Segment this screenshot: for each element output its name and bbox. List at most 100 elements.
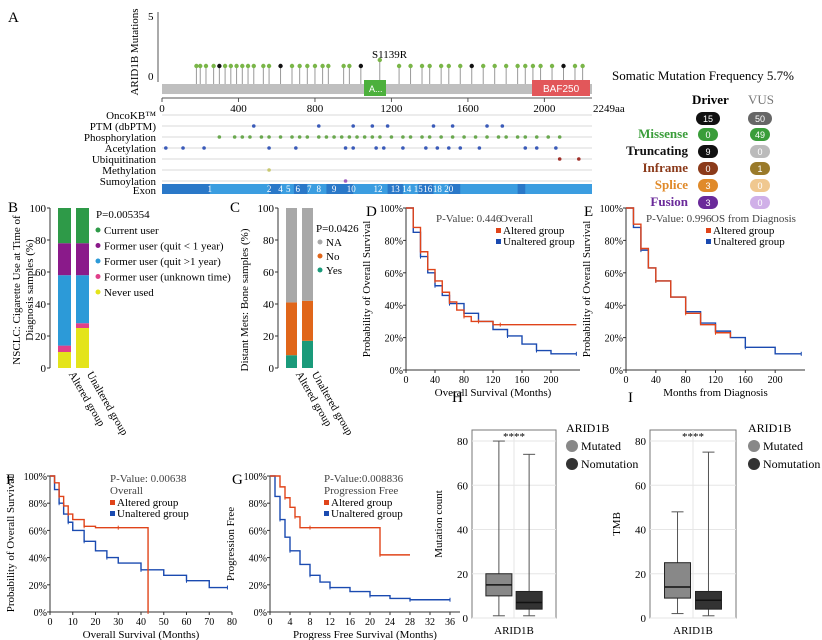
lollipop-head (289, 63, 295, 69)
driver-count: 0 (705, 130, 710, 140)
lollipop-head (278, 63, 283, 69)
exon-segment (162, 184, 210, 194)
ptm-site (557, 135, 562, 139)
legend-label: Mutated (763, 439, 803, 453)
x-tick-label: 0 (404, 375, 409, 386)
ptm-site (577, 157, 581, 161)
y-tick-label: 20% (605, 334, 623, 345)
vus-count-pill (750, 128, 770, 141)
y-tick-label: 40 (35, 299, 47, 311)
legend-label: Altered group (713, 225, 775, 237)
driver-count-pill (698, 128, 718, 141)
driver-header: Driver (692, 92, 729, 107)
legend-marker (496, 228, 501, 233)
y-tick-label: 20% (385, 334, 403, 345)
driver-count-pill (698, 179, 718, 192)
ptm-site (339, 135, 344, 139)
legend-label: No (326, 251, 340, 263)
y-tick-label: 60 (35, 267, 47, 279)
vus-count-pill (750, 179, 770, 192)
panel-g: G Progression Free Progress Free Survival … (225, 472, 460, 640)
y-tick-label: 80% (249, 499, 267, 510)
y-tick-label: 80% (605, 236, 623, 247)
lollipop-head (203, 63, 209, 69)
exon-label: 18 (433, 184, 443, 194)
driver-count: 9 (705, 147, 710, 157)
y-tick-label: 20 (35, 331, 47, 343)
driver-count-pill (698, 162, 718, 175)
y-tick-label: 40% (249, 554, 267, 565)
exon-segment (517, 184, 526, 194)
stacked-bar-segment (286, 302, 297, 356)
lollipop-head (572, 63, 578, 69)
y-tick-label: 60% (249, 526, 267, 537)
ptm-site (424, 146, 428, 150)
stacked-bar-segment (58, 275, 71, 346)
km-pvalue: P-Value:0.008836 (324, 473, 404, 485)
somatic-frequency-title: Somatic Mutation Frequency 5.7% (612, 68, 794, 83)
significance: **** (503, 431, 525, 443)
ptm-site (534, 135, 539, 139)
x-tick-label: 120 (708, 375, 723, 386)
box-y-label: Mutation count (433, 490, 445, 558)
km-x-label: Progress Free Survival (Months) (293, 629, 437, 640)
lollipop-head (515, 63, 520, 69)
x-tick-label: 160 (738, 375, 753, 386)
lollipop-head (305, 63, 310, 69)
vus-count: 0 (757, 147, 762, 157)
vus-count: 49 (755, 130, 765, 140)
km-subtitle: Overall (500, 213, 533, 225)
lollipop-head (481, 63, 486, 69)
ptm-site (267, 135, 271, 139)
legend-label: Unaltered group (503, 236, 575, 248)
ptm-site (485, 124, 489, 128)
panel-a: A ARID1B Mutations 5 0 S1139R A... BAF25… (8, 8, 794, 209)
x-tick-label: 20 (365, 617, 375, 628)
ptm-site (355, 135, 359, 139)
x-tick-label: 160 (515, 375, 530, 386)
exon-segment (326, 184, 354, 194)
x-tick-label: 20 (91, 617, 101, 628)
vus-count: 0 (757, 181, 762, 191)
ptm-site (515, 135, 520, 139)
panel-letter: I (628, 390, 633, 406)
x-tick-label: 24 (385, 617, 395, 628)
panel-b-legend: Current user Former user (quit < 1 year) F… (95, 225, 231, 299)
x-tick-label: 16 (345, 617, 355, 628)
protein-axis-tick-label: 2000 (533, 103, 556, 115)
lollipop-head (358, 63, 364, 69)
ptm-site (316, 135, 321, 139)
y-tick-label: 60 (635, 480, 647, 492)
ptm-site (450, 124, 455, 128)
y-tick-label: 40 (263, 299, 275, 311)
km-curve (406, 207, 577, 326)
km-subtitle: OS from Diagnosis (711, 213, 796, 225)
protein-axis: 0 400 800 1200 1600 2000 (159, 98, 556, 115)
protein-axis-tick-label: 800 (307, 103, 324, 115)
lollipop-head (240, 63, 245, 69)
driver-count: 3 (705, 181, 710, 191)
box-iqr (664, 562, 692, 599)
x-tick-label: 0 (624, 375, 629, 386)
legend-label: Nomutation (581, 457, 638, 471)
ptm-site (401, 135, 405, 139)
mutation-type-label: Splice (655, 177, 688, 192)
lollipop-head (228, 63, 234, 69)
lollipop-head (217, 63, 222, 69)
domain-baf250-label: BAF250 (543, 84, 580, 95)
y-tick-label: 0% (610, 366, 623, 377)
ptm-site (351, 124, 355, 128)
km-y-label: Probability of Overall Survival (361, 221, 373, 358)
ptm-site (362, 135, 367, 139)
y-tick-label: 20% (29, 581, 47, 592)
exon-label: 9 (332, 184, 337, 194)
ptm-site (181, 146, 185, 150)
stacked-bar-segment (286, 355, 297, 368)
legend-marker (748, 458, 760, 470)
km-pvalue: P-Value: 0.996 (646, 213, 712, 225)
lollipop-head (245, 63, 251, 69)
exon-label: 16 (423, 184, 433, 194)
ptm-site (347, 135, 352, 139)
x-tick-label: 60 (182, 617, 192, 628)
